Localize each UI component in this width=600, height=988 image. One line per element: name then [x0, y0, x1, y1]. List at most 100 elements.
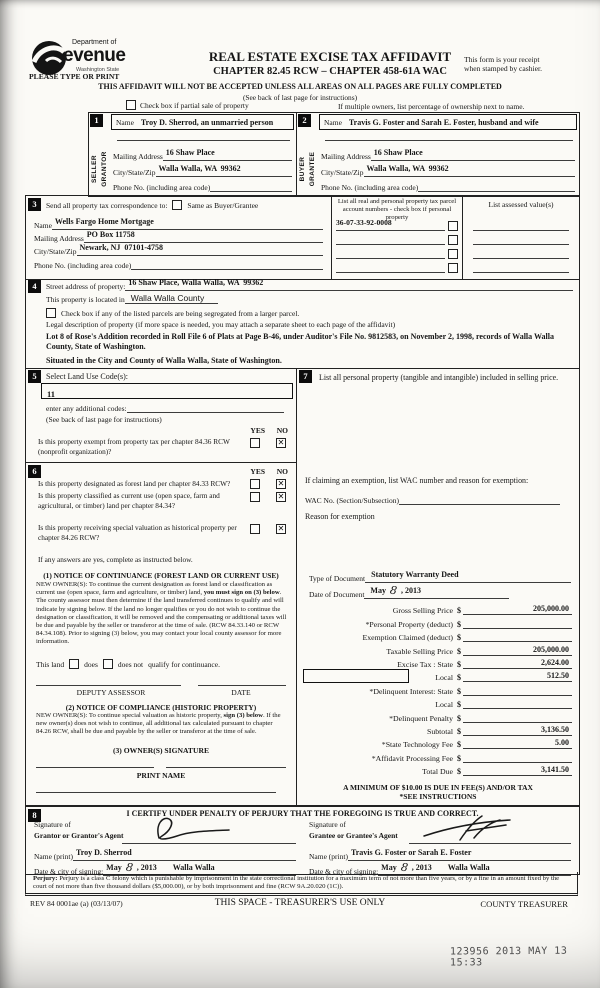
grantor-name-extra-line[interactable]: [117, 139, 290, 141]
current-use-no-checkbox[interactable]: ✕: [276, 492, 286, 502]
owner-signature-line-1[interactable]: [36, 766, 154, 768]
document-month: May: [370, 586, 386, 595]
grantee-name-extra-line[interactable]: [325, 139, 573, 141]
correspondence-phone-field[interactable]: Phone No. (including area code): [34, 257, 323, 270]
exempt-yes-checkbox[interactable]: [250, 438, 260, 448]
owner-signature-line-2[interactable]: [166, 766, 286, 768]
does-not-checkbox[interactable]: [102, 659, 113, 669]
same-as-buyer-label: Same as Buyer/Grantee: [187, 200, 259, 210]
parcel-row-1[interactable]: 36-07-33-92-0008: [336, 218, 458, 231]
partial-sale-checkbox[interactable]: [126, 100, 136, 110]
exempt-no-checkbox[interactable]: ✕: [276, 438, 286, 448]
certification-section: 8 I CERTIFY UNDER PENALTY OF PERJURY THA…: [25, 805, 580, 876]
grantee-signature-line[interactable]: [409, 842, 571, 844]
wac-field[interactable]: WAC No. (Section/Subsection): [305, 492, 560, 505]
reason-exemption-label: Reason for exemption: [305, 512, 375, 521]
tax-label-exemption: Exemption Claimed (deduct): [362, 633, 453, 643]
grantor-city-field[interactable]: City/State/Zip Walla Walla, WA 99362: [113, 163, 292, 177]
perjury-notice: Perjury: Perjury is a class C felony whi…: [25, 872, 578, 896]
land-use-code-field[interactable]: 11: [41, 383, 293, 399]
dollar-sign: $: [457, 740, 461, 750]
forest-yes-checkbox[interactable]: [250, 479, 260, 489]
parcel-3-personal-checkbox[interactable]: [448, 249, 458, 259]
tax-row-taxable[interactable]: Taxable Selling Price $205,000.00: [301, 642, 572, 656]
located-in-field[interactable]: This property is located in Walla Walla …: [46, 291, 219, 304]
grantee-signature-icon[interactable]: [414, 812, 544, 844]
additional-codes-label: enter any additional codes:: [46, 404, 127, 413]
assessed-value-line-1[interactable]: [473, 229, 569, 231]
correspondence-mailing-field[interactable]: Mailing Address PO Box 11758: [34, 230, 323, 243]
same-as-buyer-checkbox[interactable]: [172, 200, 183, 210]
deputy-assessor-signature-line[interactable]: [36, 684, 181, 686]
street-address-field[interactable]: Street address of property: 16 Shaw Plac…: [46, 278, 573, 291]
tax-value-total-due: 3,141.50: [463, 765, 572, 777]
parcel-2-personal-checkbox[interactable]: [448, 235, 458, 245]
dollar-sign: $: [457, 646, 461, 656]
tax-value-state-excise: 2,624.00: [463, 658, 572, 669]
grantor-signature-line[interactable]: [122, 842, 296, 844]
grantor-date-city-field[interactable]: Date & city of signing: May 8, 2013 Walla …: [34, 861, 296, 876]
parcel-row-3[interactable]: [336, 247, 458, 259]
tax-row-state-excise[interactable]: Excise Tax : State $2,624.00: [301, 656, 572, 669]
current-use-yes-checkbox[interactable]: [250, 492, 260, 502]
type-of-document-field[interactable]: Type of Document Statutory Warranty Deed: [309, 570, 571, 583]
grantor-phone-field[interactable]: Phone No. (including area code): [113, 178, 292, 192]
tax-row-local[interactable]: Local $512.50: [301, 668, 572, 683]
print-name-line[interactable]: [36, 791, 276, 793]
assessed-value-line-3[interactable]: [473, 257, 569, 259]
forest-no-checkbox[interactable]: ✕: [276, 479, 286, 489]
grantee-print-name-field[interactable]: Name (print) Travis G. Foster or Sarah E…: [309, 848, 571, 861]
land-use-see-back: (See back of last page for instructions): [46, 415, 162, 424]
tax-row-gross[interactable]: Gross Selling Price $205,000.00: [301, 602, 572, 616]
does-checkbox[interactable]: [69, 659, 80, 669]
parcel-numbers-section: List all real and personal property tax …: [332, 196, 463, 279]
grantee-date-city-field[interactable]: Date & city of signing: May 8, 2013 Walla …: [309, 861, 571, 876]
tax-row-delinquent-interest-state[interactable]: *Delinquent Interest: State $: [301, 682, 572, 696]
current-use-question: Is this property classified as current u…: [38, 491, 220, 510]
correspondence-city-value: Newark, NJ 07101-4758: [79, 243, 164, 252]
tax-value-processing-fee: [463, 752, 572, 763]
grantee-name-field[interactable]: Name Travis G. Foster and Sarah E. Foste…: [319, 114, 577, 130]
grantor-agent-label: Grantor or Grantor's Agent: [34, 831, 124, 840]
assessor-date-line[interactable]: [198, 684, 286, 686]
grantor-mailing-field[interactable]: Mailing Address 16 Shaw Place: [113, 147, 292, 161]
date-of-document-field[interactable]: Date of Document May 8, 2013: [309, 584, 509, 599]
correspondence-phone-label: Phone No. (including area code): [34, 261, 132, 270]
tax-row-personal[interactable]: *Personal Property (deduct) $: [301, 615, 572, 629]
section-6-number: 6: [28, 465, 41, 478]
grantor-signature-icon[interactable]: [129, 814, 269, 844]
correspondence-city-field[interactable]: City/State/Zip Newark, NJ 07101-4758: [34, 243, 323, 256]
grantee-mailing-field[interactable]: Mailing Address 16 Shaw Place: [321, 147, 575, 161]
see-back-note: (See back of last page for instructions): [242, 93, 358, 102]
assessed-value-line-4[interactable]: [473, 271, 569, 273]
tax-row-delinquent-penalty[interactable]: *Delinquent Penalty $: [301, 709, 572, 723]
historic-yes-checkbox[interactable]: [250, 524, 260, 534]
correspondence-name-field[interactable]: Name Wells Fargo Home Mortgage: [34, 216, 323, 230]
additional-codes-field[interactable]: enter any additional codes:: [46, 401, 284, 413]
claiming-exemption-label: If claiming an exemption, list WAC numbe…: [305, 476, 529, 485]
tax-row-total-due[interactable]: Total Due $3,141.50: [301, 763, 572, 777]
tax-row-technology-fee[interactable]: *State Technology Fee $5.00: [301, 736, 572, 750]
grantor-print-name-field[interactable]: Name (print) Troy D. Sherrod: [34, 848, 296, 861]
assessed-value-line-2[interactable]: [473, 243, 569, 245]
parcel-row-4[interactable]: [336, 261, 458, 273]
tax-value-delinquent-local: [463, 698, 572, 710]
tax-row-delinquent-interest-local[interactable]: Local $: [301, 696, 572, 710]
grantee-name-label: Name: [324, 117, 342, 127]
parcel-1-personal-checkbox[interactable]: [448, 221, 458, 231]
parcel-4-personal-checkbox[interactable]: [448, 263, 458, 273]
partial-sale-row: Check box if partial sale of property: [126, 100, 249, 110]
tax-row-subtotal[interactable]: Subtotal $3,136.50: [301, 723, 572, 736]
notice2-paragraph: NEW OWNER(S): To continue special valuat…: [36, 712, 289, 737]
tax-row-exemption[interactable]: Exemption Claimed (deduct) $: [301, 629, 572, 643]
parcel-row-2[interactable]: [336, 233, 458, 245]
historic-no-checkbox[interactable]: ✕: [276, 524, 286, 534]
grantee-city-field[interactable]: City/State/Zip Walla Walla, WA 99362: [321, 163, 575, 177]
personal-property-label: List all personal property (tangible and…: [319, 373, 559, 382]
grantor-name-field[interactable]: Name Troy D. Sherrod, an unmarried perso…: [111, 114, 294, 130]
grantee-phone-field[interactable]: Phone No. (including area code): [321, 178, 575, 192]
date-of-document-label: Date of Document: [309, 590, 365, 599]
grantor-phone-label: Phone No. (including area code): [113, 183, 211, 192]
tax-row-processing-fee[interactable]: *Affidavit Processing Fee $: [301, 749, 572, 763]
segregated-checkbox[interactable]: [46, 308, 56, 318]
